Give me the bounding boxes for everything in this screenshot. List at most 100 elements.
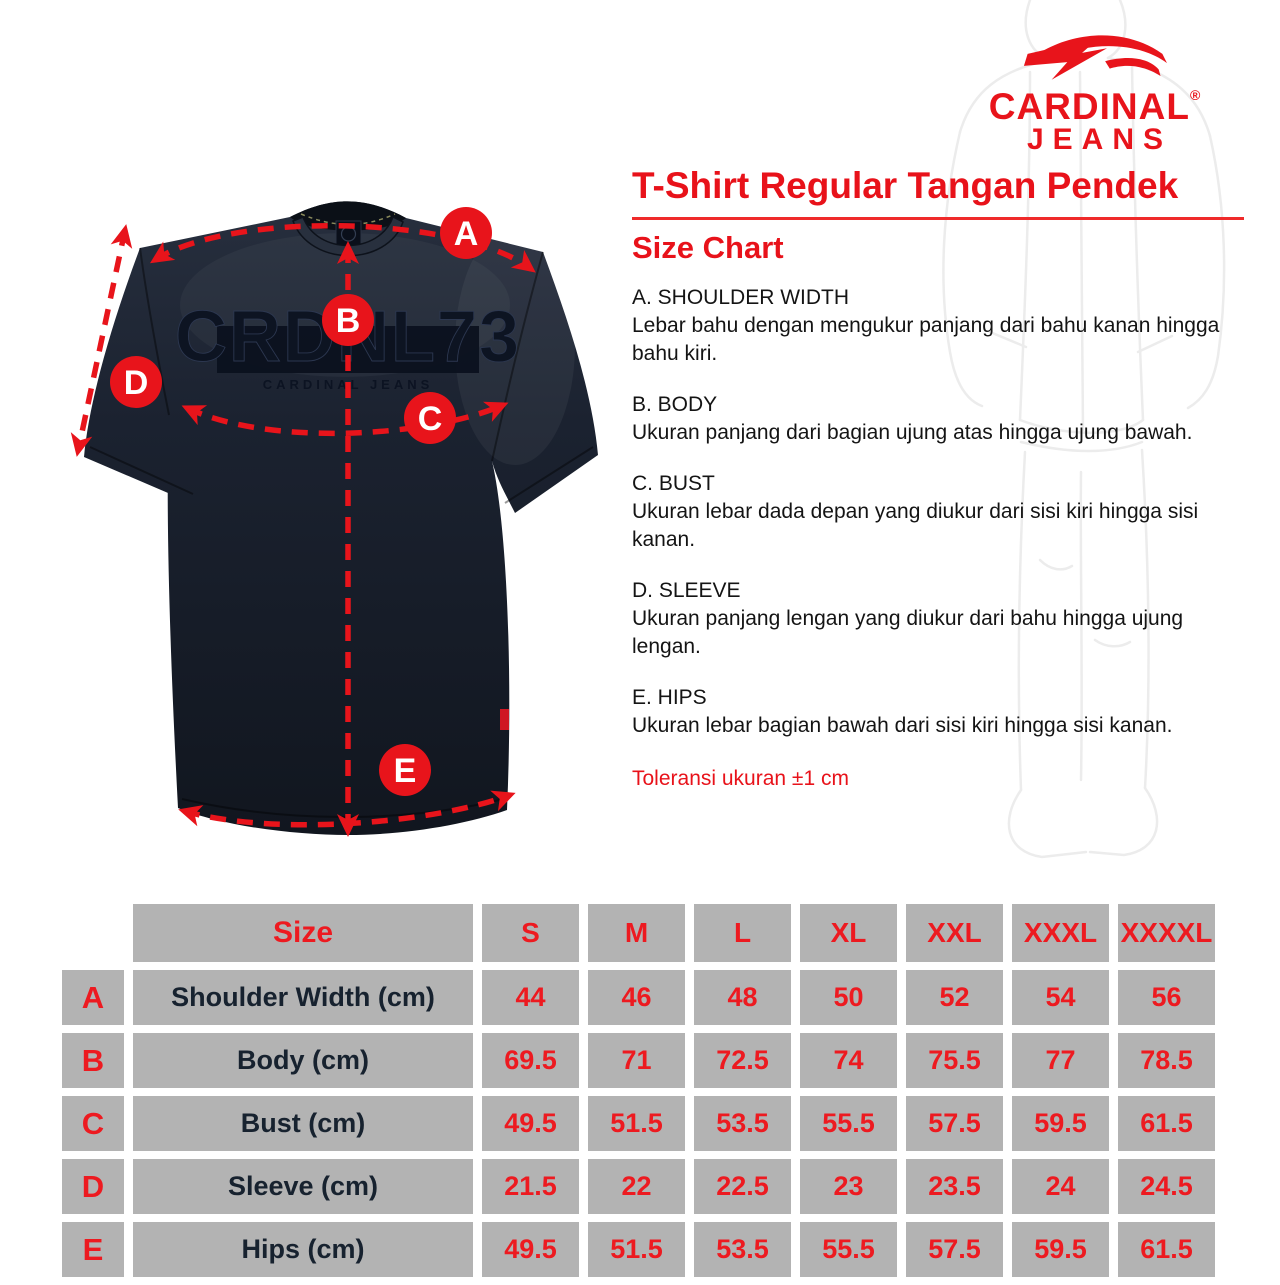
definition-shoulder-width: A. SHOULDER WIDTH Lebar bahu dengan meng… [632, 284, 1232, 368]
definition-body: Ukuran panjang dari bagian ujung atas hi… [632, 420, 1193, 444]
value-cell: 75.5 [906, 1033, 1003, 1088]
value-cell: 69.5 [482, 1033, 579, 1088]
svg-text:A: A [454, 215, 479, 253]
measure-line-a [149, 222, 536, 273]
table-row-body: B Body (cm) 69.5 71 72.5 74 75.5 77 78.5 [62, 1033, 1215, 1088]
value-cell: 23 [800, 1159, 897, 1214]
brand-name-text: CARDINAL [988, 86, 1190, 127]
svg-text:D: D [124, 364, 149, 402]
side-tag [500, 709, 509, 730]
table-row-shoulder-width: A Shoulder Width (cm) 44 46 48 50 52 54 … [62, 970, 1215, 1025]
definition-bust: C. BUST Ukuran lebar dada depan yang diu… [632, 470, 1232, 554]
value-cell: 53.5 [694, 1222, 791, 1277]
value-cell: 22 [588, 1159, 685, 1214]
definition-hips: E. HIPS Ukuran lebar bagian bawah dari s… [632, 684, 1232, 740]
definition-heading: A. SHOULDER WIDTH [632, 285, 850, 309]
definition-body: Ukuran lebar dada depan yang diukur dari… [632, 499, 1199, 551]
measure-line-c [181, 401, 509, 437]
value-cell: 54 [1012, 970, 1109, 1025]
row-label: Bust (cm) [133, 1096, 473, 1151]
row-label: Hips (cm) [133, 1222, 473, 1277]
value-cell: 53.5 [694, 1096, 791, 1151]
svg-text:B: B [336, 302, 361, 340]
table-corner-label: Size [133, 904, 473, 962]
size-table: Size S M L XL XXL XXXL XXXXL A Shoulder … [53, 896, 1224, 1285]
definition-body-length: B. BODY Ukuran panjang dari bagian ujung… [632, 391, 1232, 447]
size-col-xxxl: XXXL [1012, 904, 1109, 962]
tshirt-diagram: CRDNL73 CARDINAL JEANS A B C D [70, 201, 598, 837]
value-cell: 23.5 [906, 1159, 1003, 1214]
page-title: T-Shirt Regular Tangan Pendek [632, 165, 1244, 220]
row-letter: B [62, 1033, 124, 1088]
value-cell: 55.5 [800, 1096, 897, 1151]
marker-d: D [110, 356, 162, 408]
value-cell: 71 [588, 1033, 685, 1088]
definition-heading: B. BODY [632, 392, 718, 416]
value-cell: 61.5 [1118, 1222, 1215, 1277]
marker-a: A [440, 207, 492, 259]
registered-mark: ® [1189, 87, 1202, 103]
definition-body: Lebar bahu dengan mengukur panjang dari … [632, 313, 1220, 365]
measurement-markers: A B C D E [110, 207, 492, 796]
definition-heading: C. BUST [632, 471, 715, 495]
value-cell: 57.5 [906, 1096, 1003, 1151]
value-cell: 77 [1012, 1033, 1109, 1088]
value-cell: 59.5 [1012, 1222, 1109, 1277]
table-row-hips: E Hips (cm) 49.5 51.5 53.5 55.5 57.5 59.… [62, 1222, 1215, 1277]
definition-body: Ukuran panjang lengan yang diukur dari b… [632, 606, 1184, 658]
row-letter: A [62, 970, 124, 1025]
value-cell: 49.5 [482, 1222, 579, 1277]
value-cell: 46 [588, 970, 685, 1025]
measurement-definitions: A. SHOULDER WIDTH Lebar bahu dengan meng… [632, 284, 1244, 740]
info-panel: T-Shirt Regular Tangan Pendek Size Chart… [632, 165, 1244, 791]
value-cell: 55.5 [800, 1222, 897, 1277]
measure-line-e [178, 790, 516, 828]
value-cell: 21.5 [482, 1159, 579, 1214]
size-col-xxxxl: XXXXL [1118, 904, 1215, 962]
value-cell: 51.5 [588, 1222, 685, 1277]
value-cell: 24 [1012, 1159, 1109, 1214]
table-header-row: Size S M L XL XXL XXXL XXXXL [62, 904, 1215, 962]
size-col-s: S [482, 904, 579, 962]
size-col-xl: XL [800, 904, 897, 962]
value-cell: 56 [1118, 970, 1215, 1025]
brand-logo: CARDINAL® JEANS [965, 28, 1225, 157]
size-col-xxl: XXL [906, 904, 1003, 962]
brand-name: CARDINAL® [965, 88, 1225, 125]
size-col-l: L [694, 904, 791, 962]
value-cell: 57.5 [906, 1222, 1003, 1277]
size-chart-heading: Size Chart [632, 229, 784, 265]
value-cell: 78.5 [1118, 1033, 1215, 1088]
definition-heading: D. SLEEVE [632, 578, 741, 602]
definition-heading: E. HIPS [632, 685, 707, 709]
value-cell: 52 [906, 970, 1003, 1025]
definition-sleeve: D. SLEEVE Ukuran panjang lengan yang diu… [632, 577, 1232, 661]
cardinal-swoosh-icon [1023, 35, 1167, 80]
value-cell: 50 [800, 970, 897, 1025]
marker-c: C [404, 392, 456, 444]
definition-body: Ukuran lebar bagian bawah dari sisi kiri… [632, 713, 1173, 737]
table-corner-blank [62, 904, 124, 962]
size-col-m: M [588, 904, 685, 962]
value-cell: 44 [482, 970, 579, 1025]
marker-e: E [379, 744, 431, 796]
svg-text:E: E [394, 752, 417, 790]
value-cell: 74 [800, 1033, 897, 1088]
value-cell: 61.5 [1118, 1096, 1215, 1151]
row-label: Body (cm) [133, 1033, 473, 1088]
marker-b: B [322, 294, 374, 346]
table-row-bust: C Bust (cm) 49.5 51.5 53.5 55.5 57.5 59.… [62, 1096, 1215, 1151]
svg-text:C: C [418, 400, 443, 438]
value-cell: 22.5 [694, 1159, 791, 1214]
value-cell: 72.5 [694, 1033, 791, 1088]
tolerance-note: Toleransi ukuran ±1 cm [632, 766, 849, 790]
brand-subname: JEANS [1026, 123, 1173, 156]
value-cell: 49.5 [482, 1096, 579, 1151]
row-label: Sleeve (cm) [133, 1159, 473, 1214]
table-row-sleeve: D Sleeve (cm) 21.5 22 22.5 23 23.5 24 24… [62, 1159, 1215, 1214]
value-cell: 51.5 [588, 1096, 685, 1151]
value-cell: 24.5 [1118, 1159, 1215, 1214]
measure-line-d [70, 224, 133, 457]
value-cell: 59.5 [1012, 1096, 1109, 1151]
value-cell: 48 [694, 970, 791, 1025]
